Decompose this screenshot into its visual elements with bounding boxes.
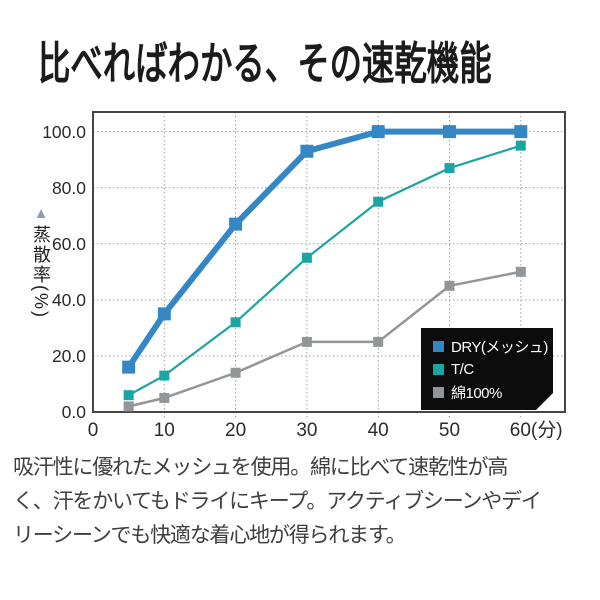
x-tick-label: 40 [367,420,389,441]
data-point-marker [444,280,455,291]
data-point-marker [514,125,528,139]
legend-swatch-icon [433,364,444,375]
data-point-marker [123,401,134,412]
plot-frame [92,111,566,413]
legend-item: DRY(メッシュ) [433,337,545,356]
data-point-marker [157,307,171,321]
data-point-marker [515,266,526,277]
chart-legend: DRY(メッシュ) T/C 綿100% [421,328,553,410]
y-tick-label: 60.0 [51,233,86,254]
data-point-marker [230,367,241,378]
y-axis-label-text: 蒸散率(%) [31,225,51,319]
data-point-marker [159,370,170,381]
legend-item: T/C [433,360,545,379]
y-tick-label: 100.0 [42,121,86,142]
x-tick-label: 60(分) [509,420,563,441]
data-point-marker [301,336,312,347]
data-point-marker [122,360,136,374]
x-tick-label: 20 [225,420,247,441]
x-tick-label: 10 [153,420,175,441]
data-point-marker [230,317,241,328]
x-tick-label: 50 [438,420,461,441]
data-point-marker [159,392,170,403]
y-axis-label: ▲ 蒸散率(%) [26,206,56,319]
y-tick-label: 20.0 [51,345,86,366]
data-point-marker [442,125,456,139]
legend-label: 綿100% [451,385,502,402]
up-triangle-icon: ▲ [33,205,49,222]
description-text: 吸汗性に優れたメッシュを使用。綿に比べて速乾性が高 く、汗をかいてもドライにキー… [13,456,542,547]
y-tick-label: 0.0 [61,402,86,422]
data-point-marker [301,252,312,263]
x-tick-label: 0 [87,420,99,441]
x-tick-label: 30 [296,420,318,441]
page-title: 比べればわかる、その速乾機能 [38,38,492,89]
legend-label: DRY(メッシュ) [451,339,548,356]
legend-label: T/C [451,361,474,378]
data-point-marker [300,144,314,158]
data-point-marker [444,163,455,174]
data-point-marker [373,336,384,347]
data-point-marker [123,390,134,401]
data-point-marker [373,196,384,207]
quick-dry-chart [92,111,566,418]
legend-swatch-icon [433,387,444,398]
legend-swatch-icon [433,341,444,352]
data-point-marker [229,217,243,231]
data-point-marker [515,140,526,151]
legend-item: 綿100% [433,383,545,402]
y-tick-label: 80.0 [51,177,86,198]
data-point-marker [371,125,385,139]
y-tick-label: 40.0 [51,289,86,310]
